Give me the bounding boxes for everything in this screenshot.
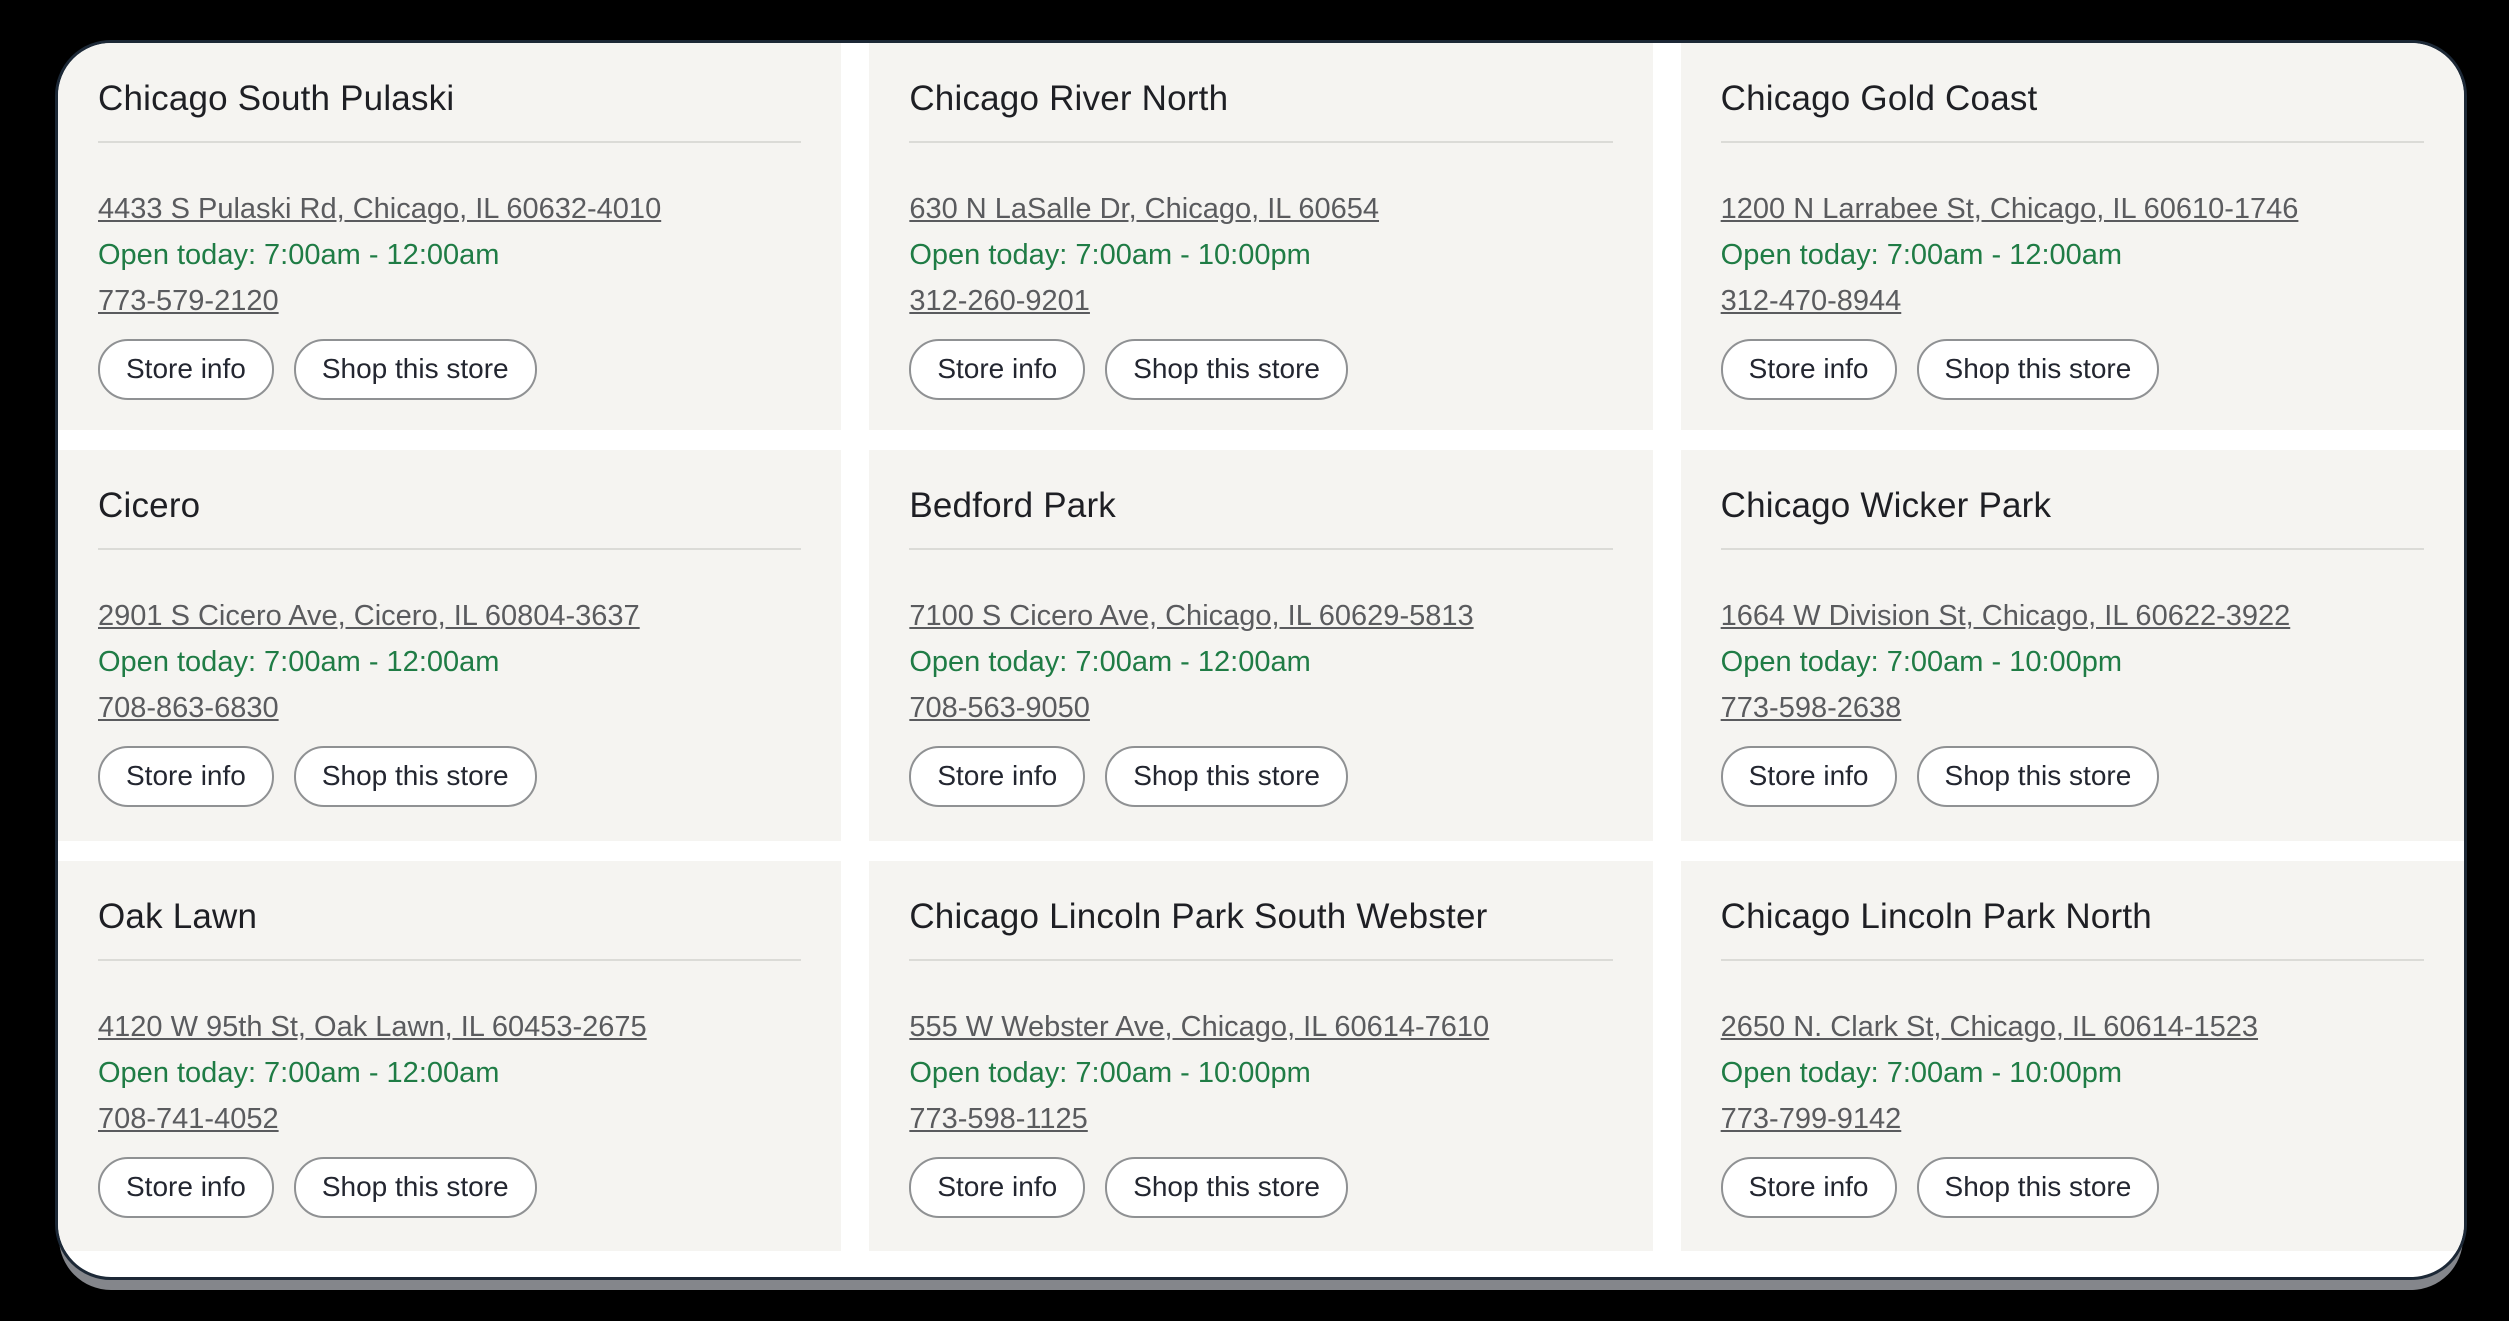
shop-this-store-button[interactable]: Shop this store bbox=[1916, 1157, 2160, 1218]
store-name: Chicago Lincoln Park South Webster bbox=[909, 897, 1488, 936]
store-info-button[interactable]: Store info bbox=[98, 746, 274, 807]
store-phone-link[interactable]: 773-598-1125 bbox=[909, 1103, 1088, 1135]
store-actions: Store info Shop this store bbox=[98, 746, 801, 807]
card-divider bbox=[98, 548, 802, 550]
store-card: Oak Lawn 4120 W 95th St, Oak Lawn, IL 60… bbox=[58, 861, 842, 1251]
store-hours: Open today: 7:00am - 12:00am bbox=[1720, 239, 2123, 271]
shop-this-store-button[interactable]: Shop this store bbox=[1105, 1157, 1348, 1218]
store-address-link[interactable]: 7100 S Cicero Ave, Chicago, IL 60629-581… bbox=[909, 600, 1474, 632]
store-info-button[interactable]: Store info bbox=[1720, 1157, 1897, 1218]
shop-this-store-button[interactable]: Shop this store bbox=[1105, 746, 1348, 807]
store-name: Chicago River North bbox=[909, 79, 1229, 118]
store-card: Chicago Lincoln Park North 2650 N. Clark… bbox=[1680, 861, 2464, 1251]
store-hours: Open today: 7:00am - 12:00am bbox=[909, 646, 1311, 678]
store-address-link[interactable]: 4433 S Pulaski Rd, Chicago, IL 60632-401… bbox=[98, 193, 662, 225]
store-info-button[interactable]: Store info bbox=[909, 339, 1086, 400]
shop-this-store-button[interactable]: Shop this store bbox=[1916, 746, 2160, 807]
store-phone-link[interactable]: 708-863-6830 bbox=[98, 692, 279, 724]
store-name: Chicago South Pulaski bbox=[98, 79, 455, 118]
store-actions: Store info Shop this store bbox=[909, 1157, 1612, 1218]
store-address-link[interactable]: 2650 N. Clark St, Chicago, IL 60614-1523 bbox=[1720, 1011, 2259, 1043]
shop-this-store-button[interactable]: Shop this store bbox=[293, 1157, 537, 1218]
card-divider bbox=[909, 548, 1613, 550]
card-divider bbox=[98, 959, 802, 961]
store-actions: Store info Shop this store bbox=[98, 1157, 801, 1218]
card-divider bbox=[1720, 141, 2424, 143]
card-divider bbox=[1720, 959, 2424, 961]
store-hours: Open today: 7:00am - 12:00am bbox=[98, 646, 500, 678]
store-card: Chicago Gold Coast 1200 N Larrabee St, C… bbox=[1680, 43, 2464, 430]
shop-this-store-button[interactable]: Shop this store bbox=[1916, 339, 2160, 400]
store-info-button[interactable]: Store info bbox=[98, 1157, 274, 1218]
store-actions: Store info Shop this store bbox=[98, 339, 801, 400]
store-card: Chicago Lincoln Park South Webster 555 W… bbox=[869, 861, 1653, 1251]
store-hours: Open today: 7:00am - 10:00pm bbox=[909, 1057, 1311, 1089]
store-address-link[interactable]: 1664 W Division St, Chicago, IL 60622-39… bbox=[1720, 600, 2291, 632]
store-locator-panel: Chicago South Pulaski 4433 S Pulaski Rd,… bbox=[55, 40, 2467, 1280]
store-hours: Open today: 7:00am - 12:00am bbox=[98, 1057, 500, 1089]
card-divider bbox=[909, 141, 1613, 143]
store-hours: Open today: 7:00am - 10:00pm bbox=[1720, 1057, 2123, 1089]
card-divider bbox=[909, 959, 1613, 961]
store-name: Chicago Wicker Park bbox=[1720, 486, 2052, 525]
shop-this-store-button[interactable]: Shop this store bbox=[1105, 339, 1348, 400]
store-actions: Store info Shop this store bbox=[909, 746, 1612, 807]
store-card: Cicero 2901 S Cicero Ave, Cicero, IL 608… bbox=[58, 450, 842, 841]
card-divider bbox=[98, 141, 802, 143]
store-name: Chicago Lincoln Park North bbox=[1720, 897, 2152, 936]
store-address-link[interactable]: 630 N LaSalle Dr, Chicago, IL 60654 bbox=[909, 193, 1380, 225]
card-divider bbox=[1720, 548, 2424, 550]
store-phone-link[interactable]: 773-579-2120 bbox=[98, 285, 279, 317]
store-phone-link[interactable]: 773-598-2638 bbox=[1720, 692, 1902, 724]
store-address-link[interactable]: 2901 S Cicero Ave, Cicero, IL 60804-3637 bbox=[98, 600, 640, 632]
store-phone-link[interactable]: 773-799-9142 bbox=[1720, 1103, 1902, 1135]
store-card: Chicago River North 630 N LaSalle Dr, Ch… bbox=[869, 43, 1653, 430]
shop-this-store-button[interactable]: Shop this store bbox=[293, 339, 537, 400]
store-actions: Store info Shop this store bbox=[1720, 339, 2424, 400]
store-info-button[interactable]: Store info bbox=[98, 339, 274, 400]
store-phone-link[interactable]: 708-563-9050 bbox=[909, 692, 1090, 724]
store-phone-link[interactable]: 708-741-4052 bbox=[98, 1103, 279, 1135]
store-info-button[interactable]: Store info bbox=[1720, 746, 1897, 807]
store-actions: Store info Shop this store bbox=[909, 339, 1612, 400]
store-address-link[interactable]: 4120 W 95th St, Oak Lawn, IL 60453-2675 bbox=[98, 1011, 647, 1043]
store-address-link[interactable]: 555 W Webster Ave, Chicago, IL 60614-761… bbox=[909, 1011, 1490, 1043]
store-name: Chicago Gold Coast bbox=[1720, 79, 2038, 118]
store-card: Chicago Wicker Park 1664 W Division St, … bbox=[1680, 450, 2464, 841]
store-hours: Open today: 7:00am - 10:00pm bbox=[909, 239, 1311, 271]
store-hours: Open today: 7:00am - 10:00pm bbox=[1720, 646, 2123, 678]
store-card-grid: Chicago South Pulaski 4433 S Pulaski Rd,… bbox=[58, 43, 2464, 1251]
store-actions: Store info Shop this store bbox=[1720, 746, 2424, 807]
store-name: Oak Lawn bbox=[98, 897, 258, 936]
store-name: Bedford Park bbox=[909, 486, 1117, 525]
store-hours: Open today: 7:00am - 12:00am bbox=[98, 239, 500, 271]
store-actions: Store info Shop this store bbox=[1720, 1157, 2424, 1218]
store-phone-link[interactable]: 312-260-9201 bbox=[909, 285, 1090, 317]
store-info-button[interactable]: Store info bbox=[1720, 339, 1897, 400]
store-phone-link[interactable]: 312-470-8944 bbox=[1720, 285, 1902, 317]
store-address-link[interactable]: 1200 N Larrabee St, Chicago, IL 60610-17… bbox=[1720, 193, 2299, 225]
store-info-button[interactable]: Store info bbox=[909, 746, 1086, 807]
store-card: Chicago South Pulaski 4433 S Pulaski Rd,… bbox=[58, 43, 842, 430]
shop-this-store-button[interactable]: Shop this store bbox=[293, 746, 537, 807]
store-card: Bedford Park 7100 S Cicero Ave, Chicago,… bbox=[869, 450, 1653, 841]
store-name: Cicero bbox=[98, 486, 201, 525]
store-info-button[interactable]: Store info bbox=[909, 1157, 1086, 1218]
